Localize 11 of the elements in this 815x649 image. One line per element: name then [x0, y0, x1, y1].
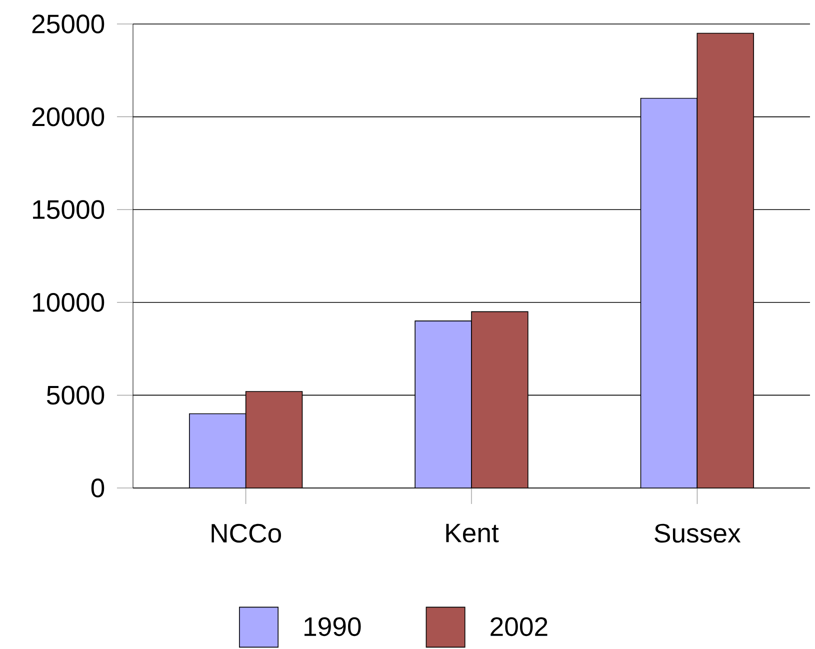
y-tick-label: 20000: [32, 107, 104, 126]
y-tick-label: 15000: [33, 200, 104, 220]
x-tick-label: Kent: [446, 524, 499, 542]
y-tick-label: 5000: [46, 386, 104, 405]
y-tick-label: 25000: [32, 14, 104, 34]
legend-label: 2002: [490, 617, 548, 636]
y-tick-label: 10000: [33, 292, 104, 312]
y-tick-label: 0: [91, 478, 104, 498]
x-tick-label: Sussex: [654, 524, 741, 543]
legend-label: 1990: [304, 617, 361, 636]
x-tick-label: NCCo: [212, 524, 282, 543]
